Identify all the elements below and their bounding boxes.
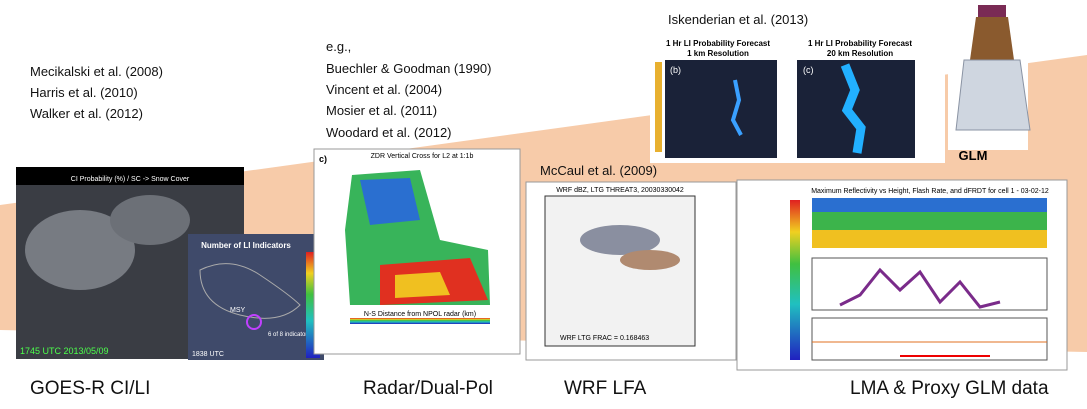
citation: Walker et al. (2012)	[30, 106, 143, 121]
panel-title: 1 Hr LI Probability Forecast	[808, 39, 912, 48]
citation: e.g.,	[326, 39, 351, 54]
section-label: GOES-R CI/LI	[30, 378, 150, 399]
citation: Mecikalski et al. (2008)	[30, 64, 163, 79]
image-footer: WRF LTG FRAC = 0.168463	[560, 335, 649, 342]
section-label: WRF LFA	[564, 378, 647, 399]
tag: c)	[319, 154, 327, 164]
image-title: ZDR Vertical Cross for L2 at 1:1b	[371, 153, 474, 160]
section-label: LMA & Proxy GLM data	[850, 378, 1049, 399]
axis-label: N-S Distance from NPOL radar (km)	[364, 311, 476, 318]
citation: Vincent et al. (2004)	[326, 82, 442, 97]
image-title: Maximum Reflectivity vs Height, Flash Ra…	[811, 188, 1049, 195]
timestamp: 1745 UTC 2013/05/09	[20, 346, 109, 356]
station: MSY	[230, 307, 246, 314]
image-header: CI Probability (%) / SC -> Snow Cover	[71, 176, 190, 183]
citation: Harris et al. (2010)	[30, 85, 138, 100]
citation: Woodard et al. (2012)	[326, 125, 452, 140]
tag: (c)	[803, 65, 814, 75]
citation: Iskenderian et al. (2013)	[668, 12, 808, 27]
note: 6 of 8 indicators	[268, 332, 310, 338]
citation: McCaul et al. (2009)	[540, 163, 657, 178]
inset-title: Number of LI Indicators	[201, 241, 291, 250]
tag: (b)	[670, 65, 681, 75]
map	[665, 60, 777, 158]
panel-subtitle: 1 km Resolution	[687, 49, 749, 58]
panel-title: 1 Hr LI Probability Forecast	[666, 39, 770, 48]
slide: Iskenderian et al. (2013) 1 Hr LI Probab…	[0, 0, 1087, 404]
glm-label: GLM	[959, 148, 988, 163]
panel-subtitle: 20 km Resolution	[827, 49, 893, 58]
time: 1838 UTC	[192, 351, 224, 358]
citation: Buechler & Goodman (1990)	[326, 61, 491, 76]
citation: Mosier et al. (2011)	[326, 103, 437, 118]
section-label: Radar/Dual-Pol	[363, 378, 493, 399]
image-title: WRF dBZ, LTG THREAT3, 20030330042	[556, 187, 684, 194]
